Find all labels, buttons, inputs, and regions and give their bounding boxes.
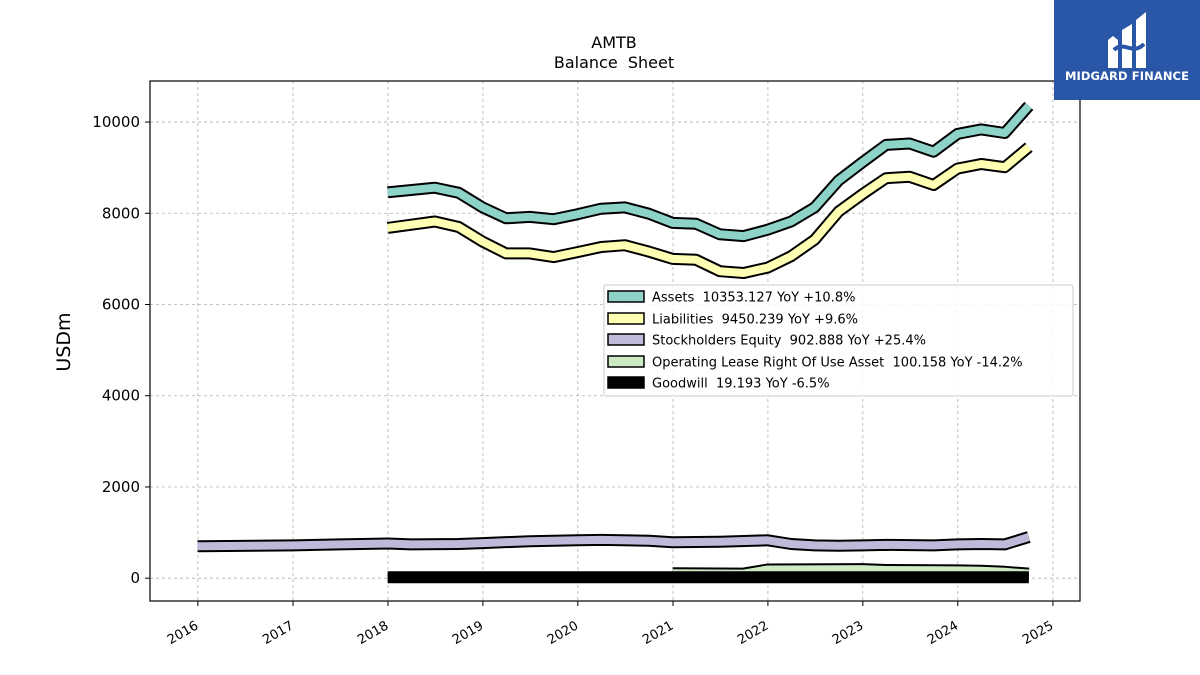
x-tick-label: 2024 bbox=[925, 618, 961, 648]
y-tick-label: 10000 bbox=[92, 113, 140, 131]
legend-label-operating-lease: Operating Lease Right Of Use Asset 100.1… bbox=[652, 356, 1023, 371]
x-tick-label: 2025 bbox=[1020, 618, 1056, 648]
x-tick-label: 2019 bbox=[450, 618, 486, 648]
legend: Assets 10353.127 YoY +10.8% Liabilities … bbox=[603, 284, 1074, 397]
y-tick-label: 6000 bbox=[102, 296, 140, 314]
x-tick-label: 2016 bbox=[165, 618, 201, 648]
chart-subtitle: Balance Sheet bbox=[554, 53, 674, 72]
y-tick-label: 4000 bbox=[102, 387, 140, 405]
x-tick-label: 2018 bbox=[355, 618, 391, 648]
logo-text: MIDGARD FINANCE bbox=[1064, 69, 1190, 83]
series-outline-assets bbox=[387, 101, 1034, 243]
series-layer bbox=[197, 101, 1034, 584]
chart-title: AMTB bbox=[591, 33, 637, 52]
y-tick-label: 8000 bbox=[102, 204, 140, 222]
y-axis: 0 2000 4000 6000 8000 10000 bbox=[92, 113, 150, 587]
x-tick-label: 2020 bbox=[545, 618, 581, 648]
y-tick-label: 0 bbox=[130, 569, 140, 587]
legend-swatch-stockholders-equity bbox=[607, 333, 645, 346]
legend-label-stockholders-equity: Stockholders Equity 902.888 YoY +25.4% bbox=[652, 334, 926, 349]
legend-swatch-operating-lease bbox=[607, 355, 645, 368]
legend-swatch-assets bbox=[607, 290, 645, 303]
x-tick-label: 2021 bbox=[640, 618, 676, 648]
x-tick-label: 2023 bbox=[830, 618, 866, 648]
legend-box bbox=[603, 284, 1074, 397]
legend-label-liabilities: Liabilities 9450.239 YoY +9.6% bbox=[652, 313, 858, 328]
legend-swatch-liabilities bbox=[607, 312, 645, 325]
series-line-liabilities bbox=[387, 144, 1032, 277]
series-line-stockholders-equity bbox=[197, 533, 1030, 551]
legend-label-assets: Assets 10353.127 YoY +10.8% bbox=[652, 291, 855, 306]
brand-logo: MIDGARD FINANCE bbox=[1054, 0, 1200, 100]
plot-frame bbox=[149, 80, 1081, 602]
x-tick-label: 2017 bbox=[260, 618, 296, 648]
y-axis-label: USDm bbox=[53, 312, 75, 371]
midgard-logo-icon bbox=[1108, 12, 1146, 68]
y-tick-label: 2000 bbox=[102, 478, 140, 496]
legend-swatch-goodwill bbox=[607, 376, 645, 389]
series-line-assets bbox=[387, 103, 1032, 241]
x-axis: 2016 2017 2018 2019 2020 2021 2022 2023 2024 2025 bbox=[165, 601, 1056, 648]
legend-label-goodwill: Goodwill 19.193 YoY -6.5% bbox=[652, 377, 830, 392]
x-tick-label: 2022 bbox=[735, 618, 771, 648]
